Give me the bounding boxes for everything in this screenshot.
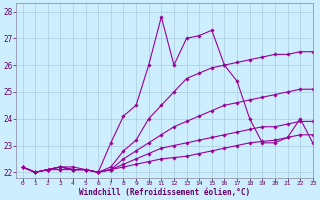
- X-axis label: Windchill (Refroidissement éolien,°C): Windchill (Refroidissement éolien,°C): [79, 188, 250, 197]
